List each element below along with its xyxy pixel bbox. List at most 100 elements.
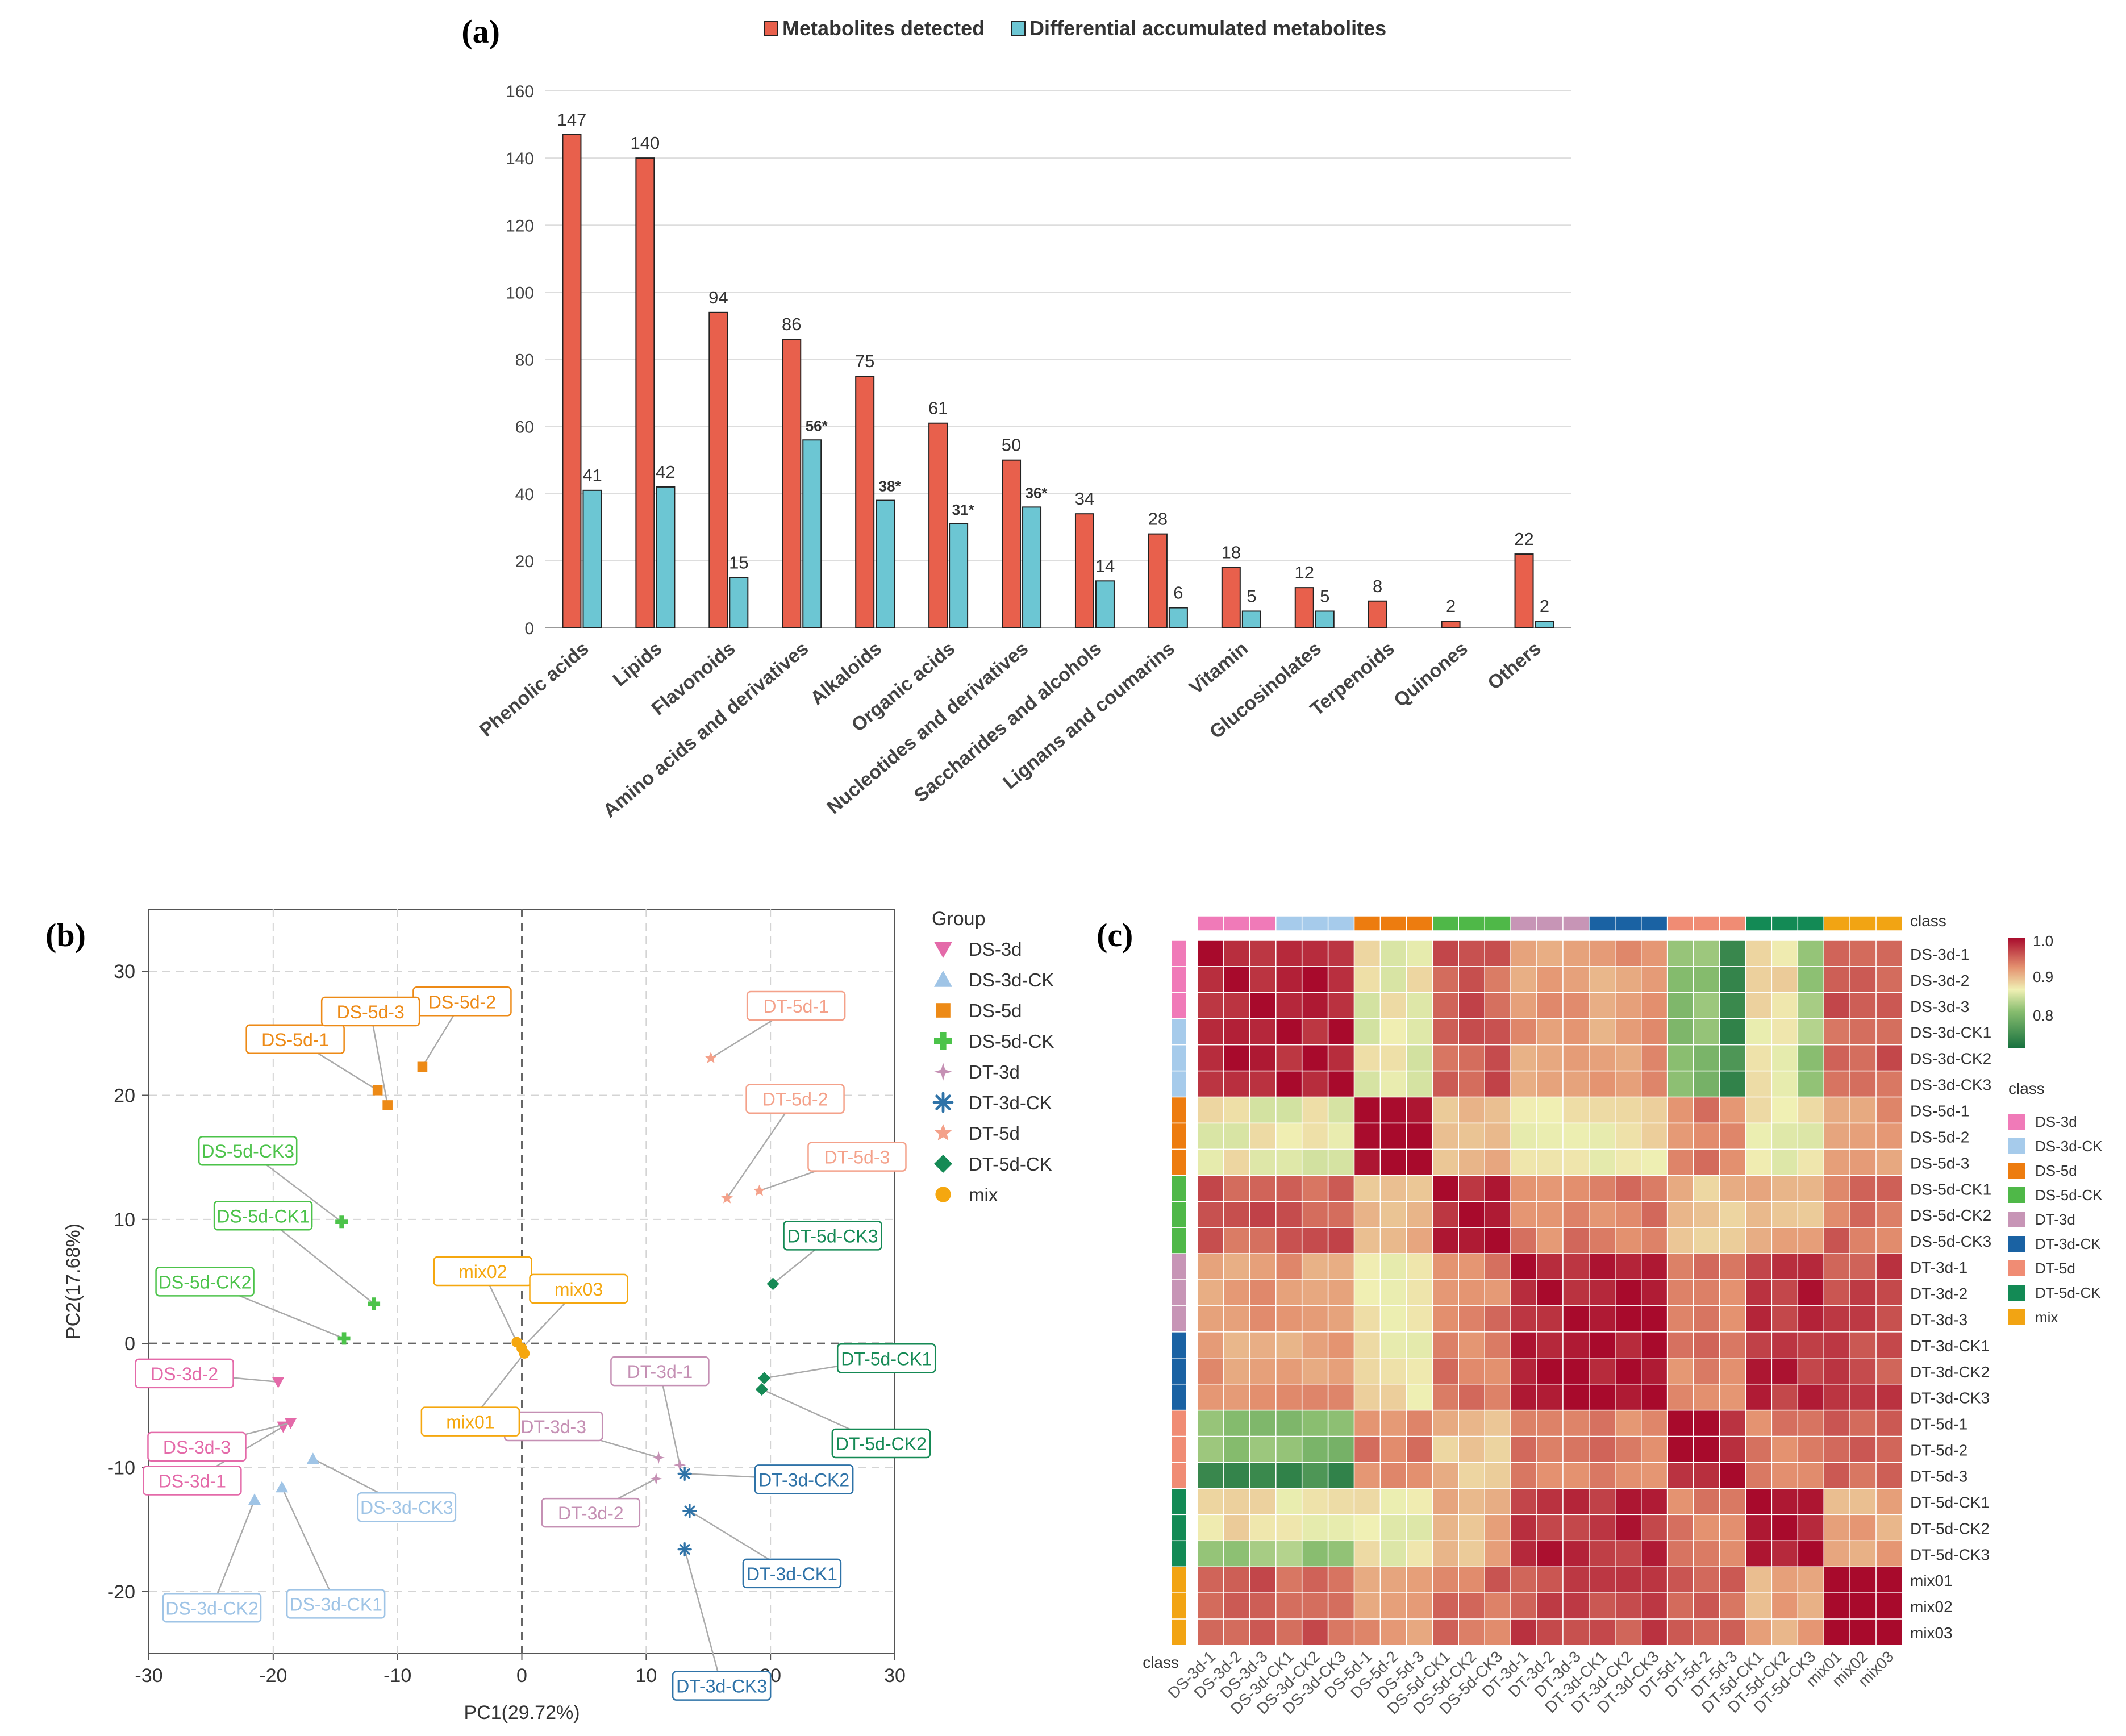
heatmap-cell xyxy=(1562,940,1590,967)
heatmap-cell xyxy=(1197,1514,1224,1542)
heatmap-cell xyxy=(1823,1018,1850,1046)
heatmap-cell xyxy=(1406,1540,1433,1567)
heatmap-cell xyxy=(1406,1148,1433,1176)
heatmap-cell xyxy=(1510,1592,1537,1620)
class-bar-top xyxy=(1771,915,1799,931)
heatmap-cell xyxy=(1379,1566,1407,1593)
heatmap-cell xyxy=(1849,1279,1877,1306)
data-label: 8 xyxy=(1373,576,1382,596)
heatmap-cell xyxy=(1666,1331,1694,1359)
heatmap-cell xyxy=(1666,1488,1694,1516)
heatmap-cell xyxy=(1615,1331,1642,1359)
heatmap-cell xyxy=(1197,1358,1224,1385)
heatmap-cell xyxy=(1275,1044,1303,1072)
heatmap-cell xyxy=(1797,1201,1824,1228)
heatmap-cell xyxy=(1797,1383,1824,1411)
heatmap-cell xyxy=(1719,940,1746,967)
heatmap-cell xyxy=(1223,1409,1250,1437)
heatmap-cell xyxy=(1458,1435,1485,1463)
heatmap-cell xyxy=(1666,1592,1694,1620)
heatmap-cell xyxy=(1562,1253,1590,1280)
heatmap-cell xyxy=(1615,1383,1642,1411)
data-label: 2 xyxy=(1446,596,1456,616)
heatmap-cell xyxy=(1849,1592,1877,1620)
heatmap-cell xyxy=(1797,1305,1824,1333)
row-label: DT-3d-3 xyxy=(1910,1311,1967,1329)
heatmap-cell xyxy=(1849,1018,1877,1046)
heatmap-cell xyxy=(1615,1148,1642,1176)
scatter-point xyxy=(284,1418,297,1429)
label-leader xyxy=(726,1098,796,1199)
class-bar-left xyxy=(1171,1305,1187,1333)
heatmap-cell xyxy=(1771,1383,1799,1411)
heatmap-cell xyxy=(1875,1618,1903,1646)
heatmap-cell xyxy=(1640,940,1668,967)
point-label-box xyxy=(610,1356,710,1387)
y-tick-label: 20 xyxy=(515,552,534,571)
heatmap-cell xyxy=(1562,1331,1590,1359)
heatmap-cell xyxy=(1379,1540,1407,1567)
heatmap-cell xyxy=(1249,1070,1277,1098)
heatmap-cell xyxy=(1275,1566,1303,1593)
heatmap-cell xyxy=(1406,1122,1433,1150)
heatmap-cell xyxy=(1197,1331,1224,1359)
legend-marker xyxy=(936,1003,951,1018)
legend-label-0: Metabolites detected xyxy=(782,16,985,40)
heatmap-cell xyxy=(1353,1018,1381,1046)
heatmap-cell xyxy=(1197,1122,1224,1150)
heatmap-cell xyxy=(1432,1409,1460,1437)
heatmap-cell xyxy=(1301,1044,1329,1072)
heatmap-cell xyxy=(1823,1618,1850,1646)
heatmap-cell xyxy=(1823,1305,1850,1333)
heatmap-cell xyxy=(1823,1148,1850,1176)
row-label: DS-5d-CK2 xyxy=(1910,1206,1991,1224)
heatmap-cell xyxy=(1406,1462,1433,1489)
legend-label: DS-3d xyxy=(969,939,1022,960)
heatmap-cell xyxy=(1615,966,1642,993)
panel-label-c: (c) xyxy=(1097,917,1133,954)
heatmap-cell xyxy=(1327,1070,1355,1098)
heatmap-cell xyxy=(1693,940,1720,967)
heatmap-cell xyxy=(1693,1592,1720,1620)
heatmap-cell xyxy=(1745,1201,1773,1228)
heatmap-cell xyxy=(1406,1488,1433,1516)
heatmap-cell xyxy=(1536,1122,1564,1150)
x-tick-label: 0 xyxy=(516,1665,527,1687)
data-label: 56* xyxy=(806,417,828,434)
point-label: DT-5d-CK1 xyxy=(841,1348,932,1369)
heatmap-cell xyxy=(1536,1462,1564,1489)
heatmap-cell xyxy=(1432,1305,1460,1333)
heatmap-cell xyxy=(1432,1096,1460,1124)
heatmap-cell xyxy=(1484,966,1511,993)
heatmap-cell xyxy=(1406,1358,1433,1385)
heatmap-cell xyxy=(1249,1566,1277,1593)
heatmap-cell xyxy=(1406,1514,1433,1542)
heatmap-cell xyxy=(1249,1096,1277,1124)
heatmap-cell xyxy=(1249,1592,1277,1620)
heatmap-cell xyxy=(1745,1122,1773,1150)
heatmap-cell xyxy=(1562,1514,1590,1542)
y-tick-label: -20 xyxy=(107,1581,135,1603)
heatmap-cell xyxy=(1301,1435,1329,1463)
heatmap-cell xyxy=(1771,1175,1799,1202)
heatmap-cell xyxy=(1275,992,1303,1019)
heatmap-cell xyxy=(1745,1566,1773,1593)
heatmap-cell xyxy=(1301,1096,1329,1124)
heatmap-cell xyxy=(1589,992,1616,1019)
heatmap-cell xyxy=(1640,1279,1668,1306)
heatmap-cell xyxy=(1510,1096,1537,1124)
heatmap-cell xyxy=(1797,1175,1824,1202)
heatmap-cell xyxy=(1458,1409,1485,1437)
heatmap-cell xyxy=(1875,1462,1903,1489)
heatmap-cell xyxy=(1849,940,1877,967)
heatmap-cell xyxy=(1406,966,1433,993)
heatmap-cell xyxy=(1589,1122,1616,1150)
heatmap-cell xyxy=(1327,940,1355,967)
legend-label: mix xyxy=(969,1184,998,1205)
heatmap-cell xyxy=(1719,1592,1746,1620)
heatmap-cell xyxy=(1484,1462,1511,1489)
heatmap-cell xyxy=(1823,1358,1850,1385)
heatmap-cell xyxy=(1458,1227,1485,1254)
row-label: DT-5d-CK2 xyxy=(1910,1519,1990,1537)
class-bar-left xyxy=(1171,992,1187,1019)
